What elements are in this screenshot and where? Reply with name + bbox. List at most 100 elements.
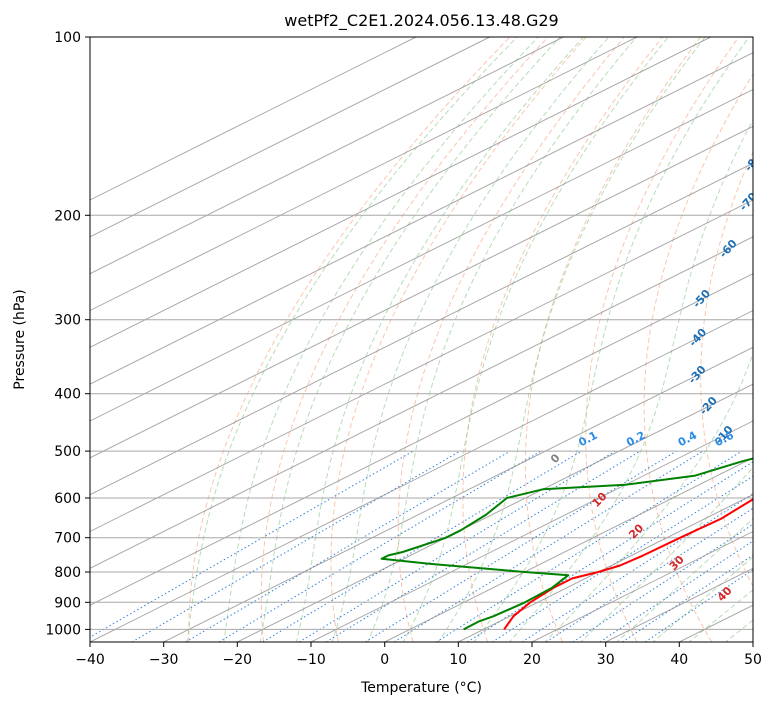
isotherm-line	[384, 457, 753, 642]
dry-adiabat	[756, 37, 775, 642]
chart-title: wetPf2_C2E1.2024.056.13.48.G29	[284, 11, 558, 31]
plot-area: -100-90-80-70-60-50-40-30-20-100.1 0.2 0.4…	[90, 37, 775, 642]
dry-adiabat	[330, 37, 587, 642]
isotherm-label: -90	[765, 102, 775, 126]
isotherm-line	[90, 37, 711, 348]
dry-adiabat	[462, 37, 663, 642]
moist-adiabat	[437, 37, 706, 642]
x-tick-label: 0	[380, 652, 389, 668]
profile-series-line	[503, 498, 753, 630]
mixing-ratio-label: 0.2	[624, 429, 647, 450]
annotation-labels: -100-90-80-70-60-50-40-30-20-100.1 0.2 0.4…	[548, 102, 775, 604]
moist-adiabat	[331, 37, 610, 642]
isotherm-label: -40	[686, 326, 709, 350]
y-tick-label: 200	[54, 208, 81, 224]
isotherm-line	[163, 346, 753, 642]
isotherm-line	[90, 125, 753, 459]
moist-adiabat	[295, 37, 584, 642]
isotherm-label: -60	[717, 237, 740, 261]
mixing-ratio-line	[325, 450, 641, 642]
dry-adiabat	[700, 150, 753, 588]
moist-adiabat-label: 0	[548, 451, 563, 466]
dry-adiabat	[260, 37, 549, 642]
moist-adiabat	[367, 37, 637, 642]
mixing-ratio-line	[622, 554, 753, 642]
background-lines	[90, 37, 775, 642]
profile-lines	[380, 457, 753, 631]
dry-adiabat	[397, 37, 625, 642]
isotherm-line	[90, 309, 753, 642]
y-tick-label: 900	[54, 595, 81, 611]
y-tick-label: 300	[54, 313, 81, 329]
moist-adiabat	[259, 37, 561, 642]
isotherm-line	[310, 420, 753, 642]
x-tick-label: 20	[523, 652, 541, 668]
moist-adiabat	[508, 118, 753, 642]
x-tick-label: −10	[296, 652, 326, 668]
moist-adiabat	[688, 589, 753, 642]
mixing-ratio-line	[599, 540, 753, 642]
mixing-ratio-line	[218, 450, 542, 642]
moist-adiabat-label: 10	[590, 490, 610, 510]
moist-adiabat	[652, 556, 753, 642]
x-tick-label: −20	[223, 652, 253, 668]
moist-adiabat	[544, 351, 753, 642]
x-tick-label: 40	[670, 652, 688, 668]
x-tick-label: 30	[597, 652, 615, 668]
y-tick-label: 800	[54, 565, 81, 581]
mixing-ratio-line	[365, 450, 677, 642]
mixing-ratio-label: 1	[762, 431, 775, 446]
x-axis-label: Temperature (°C)	[360, 680, 482, 696]
isotherm-line	[90, 37, 417, 201]
isotherm-line	[237, 383, 753, 642]
y-tick-label: 1000	[45, 622, 81, 638]
isotherm-line	[90, 37, 638, 312]
moist-adiabat	[580, 466, 753, 642]
mixing-ratio-line	[467, 461, 753, 642]
isotherm-label: -50	[690, 287, 713, 311]
moist-adiabat-label: 40	[715, 584, 735, 604]
moist-adiabat-label: 20	[626, 521, 646, 541]
mixing-ratio-label: 0.1	[576, 429, 599, 450]
moist-adiabat	[473, 37, 750, 642]
x-tick-label: 10	[449, 652, 467, 668]
dry-adiabat	[585, 37, 740, 642]
y-tick-label: 500	[54, 444, 81, 460]
y-tick-label: 600	[54, 491, 81, 507]
isotherm-line	[458, 494, 753, 642]
y-tick-label: 100	[54, 30, 81, 46]
mixing-ratio-line	[131, 450, 461, 642]
x-tick-label: −30	[149, 652, 179, 668]
plot-frame	[89, 36, 754, 643]
moist-adiabat	[402, 37, 669, 642]
isotherm-line	[90, 52, 753, 385]
isotherm-line	[90, 88, 753, 422]
dry-adiabat	[188, 37, 511, 642]
isotherm-line	[90, 37, 490, 238]
isotherm-label: -30	[686, 363, 709, 387]
mixing-ratio-line	[185, 450, 511, 642]
isotherm-line	[531, 530, 753, 642]
moist-adiabat-label: 30	[667, 553, 687, 573]
isotherm-line	[90, 162, 753, 496]
isotherm-line	[90, 37, 564, 275]
mixing-ratio-line	[298, 450, 616, 642]
isotherm-line	[90, 273, 753, 606]
x-axis: −40 −30 −20 −10 0 10 20 30 40 50	[75, 642, 762, 668]
profile-series-line	[380, 457, 753, 631]
isotherm-label: -70	[737, 190, 760, 214]
y-axis: 100 200 300 400 500 600 700 800 900 1000	[45, 30, 90, 638]
isotherm-label: -80	[742, 150, 765, 174]
mixing-ratio-line	[436, 450, 743, 642]
isotherm-line	[90, 199, 753, 533]
moist-adiabat	[186, 37, 518, 642]
x-tick-label: −40	[75, 652, 105, 668]
grid-lines	[90, 37, 753, 642]
x-tick-label: 50	[744, 652, 762, 668]
moist-adiabat	[223, 37, 539, 642]
mixing-ratio-label: 0.4	[676, 429, 700, 450]
y-tick-label: 700	[54, 531, 81, 547]
isotherm-label: -20	[697, 394, 720, 418]
mixing-ratio-line	[90, 450, 414, 638]
dry-adiabat	[524, 37, 701, 642]
